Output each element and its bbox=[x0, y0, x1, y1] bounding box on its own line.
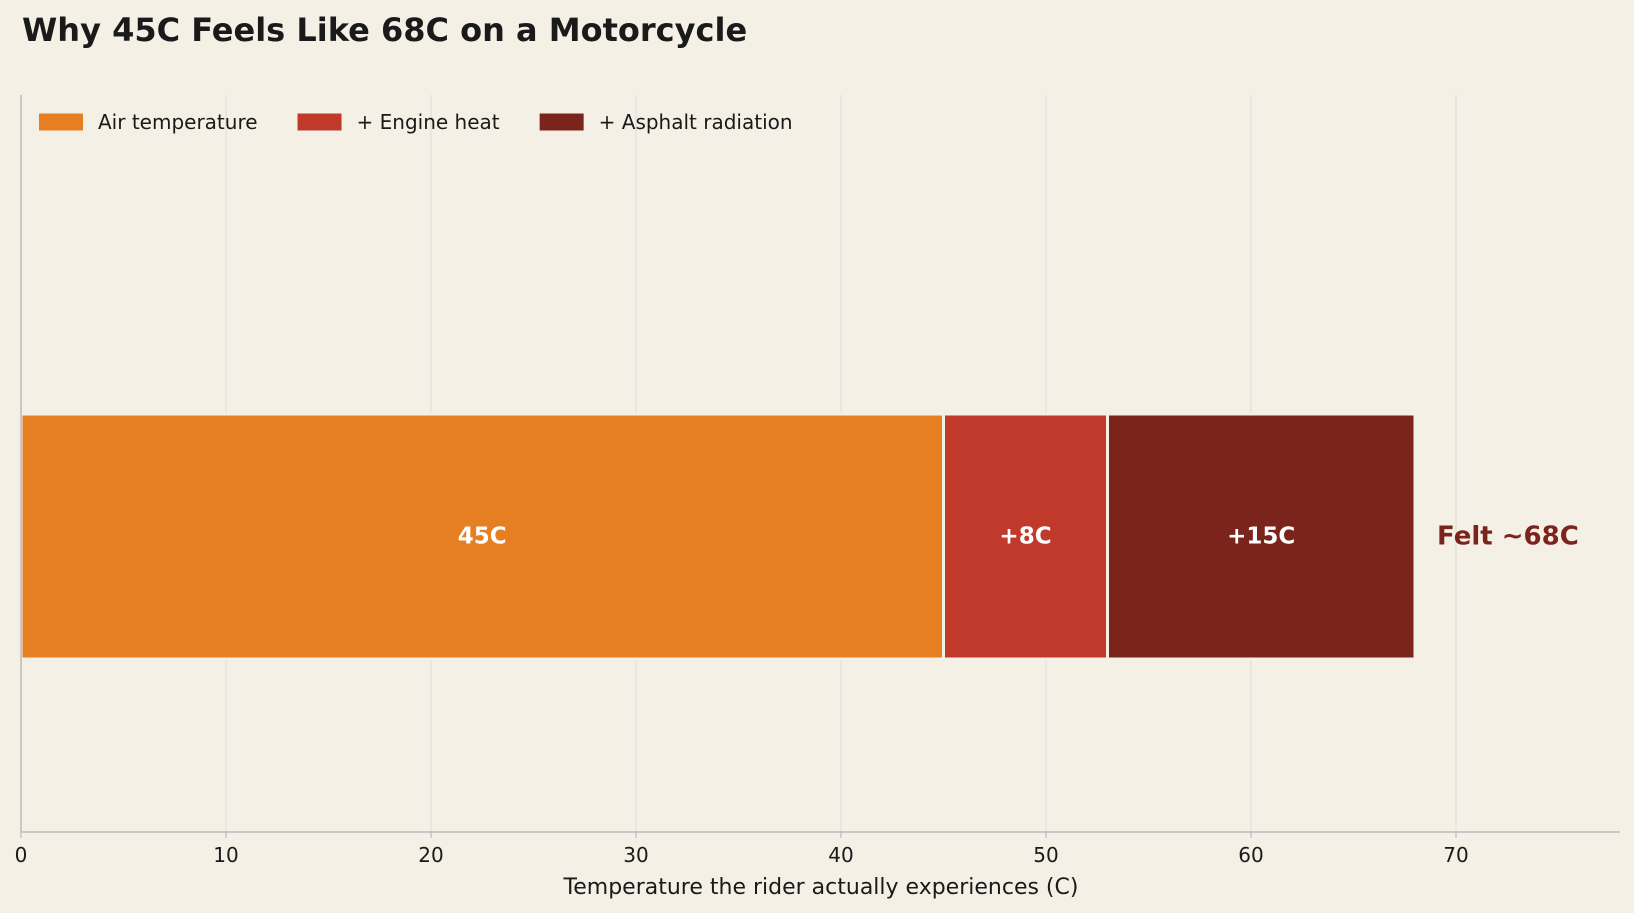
tick-label-0: 0 bbox=[15, 843, 28, 867]
tick-label-30: 30 bbox=[623, 843, 648, 867]
bar-segment-2 bbox=[942, 412, 1109, 661]
tick-label-60: 60 bbox=[1238, 843, 1263, 867]
x-axis-label: Temperature the rider actually experienc… bbox=[563, 875, 1079, 900]
total-label: Felt ~68C bbox=[1437, 522, 1579, 552]
tick-label-10: 10 bbox=[213, 843, 238, 867]
tick-label-50: 50 bbox=[1033, 843, 1058, 867]
x-axis-ticks: 0 10 20 30 40 50 60 70 bbox=[15, 832, 1469, 867]
chart-title: Why 45C Feels Like 68C on a Motorcycle bbox=[22, 11, 747, 49]
tick-label-40: 40 bbox=[828, 843, 853, 867]
legend-swatch-1 bbox=[39, 113, 83, 131]
tick-label-70: 70 bbox=[1443, 843, 1468, 867]
segment-labels: 45C +8C +15C bbox=[458, 524, 1296, 550]
segment-label-3: +15C bbox=[1227, 524, 1295, 550]
bar-segment-3 bbox=[1106, 412, 1417, 661]
bars bbox=[19, 412, 1417, 661]
segment-label-1: 45C bbox=[458, 524, 507, 550]
legend-label-2: + Engine heat bbox=[357, 110, 500, 134]
legend-label-1: Air temperature bbox=[98, 110, 258, 134]
legend: Air temperature + Engine heat + Asphalt ra… bbox=[39, 110, 793, 134]
legend-swatch-3 bbox=[539, 113, 584, 131]
segment-label-2: +8C bbox=[999, 524, 1051, 550]
tick-label-20: 20 bbox=[418, 843, 443, 867]
legend-swatch-2 bbox=[297, 113, 342, 131]
axes bbox=[20, 95, 1620, 833]
legend-label-3: + Asphalt radiation bbox=[599, 110, 793, 134]
